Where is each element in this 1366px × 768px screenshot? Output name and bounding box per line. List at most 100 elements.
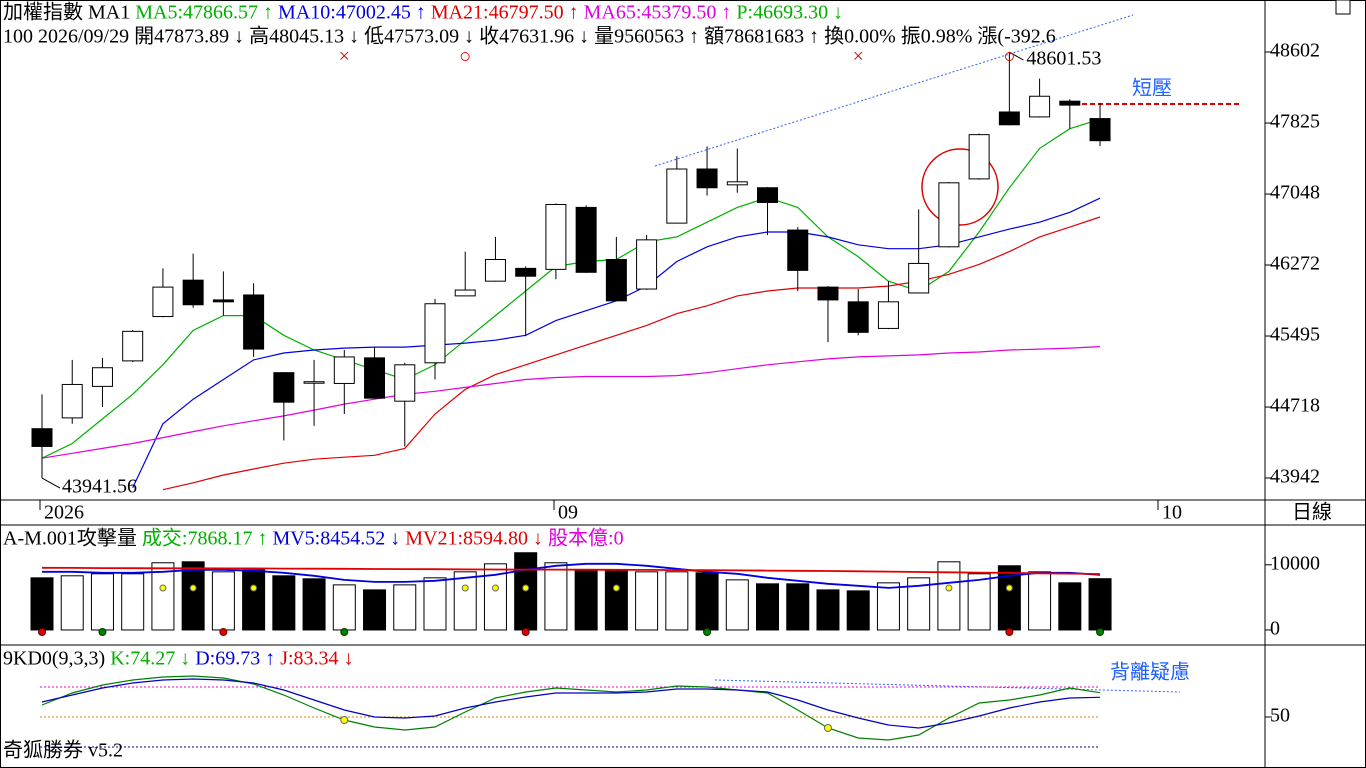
signal: ○ [459, 46, 471, 68]
highlight-circle [921, 148, 999, 226]
leader [41, 477, 61, 489]
y-tick-label: 50 [1270, 705, 1290, 727]
candle-body [726, 181, 748, 186]
candle-body [333, 356, 355, 384]
candle-body [1089, 118, 1111, 142]
candle-body [243, 294, 265, 350]
volume-dot [521, 628, 530, 636]
volume-bar [151, 562, 175, 631]
y-tick-label: 44718 [1270, 395, 1320, 417]
header-item: ↑ [569, 2, 579, 24]
candle-body [152, 286, 174, 318]
volume-bar [272, 575, 296, 631]
volume-bar [635, 571, 659, 631]
line-k [41, 675, 1101, 741]
divergence-line [714, 679, 1181, 693]
candle-body [303, 381, 325, 384]
candle-body [787, 229, 809, 271]
header-item: A-M.001攻擊量 [3, 527, 137, 550]
volume-signal [491, 584, 499, 592]
volume-bar [393, 584, 417, 631]
candle-body [364, 357, 386, 399]
header-item: MA65:45379.50 [584, 2, 717, 24]
candle-body [424, 303, 446, 364]
header-item: ↑ [721, 2, 731, 24]
volume-signal [189, 584, 197, 592]
volume-bar [544, 562, 568, 631]
volume-bar [695, 572, 719, 631]
volume-bar [967, 573, 991, 631]
candle-body [91, 367, 113, 387]
header-item: 加權指數 MA1 [3, 1, 130, 24]
volume-signal [522, 584, 530, 592]
volume-bar [242, 569, 266, 631]
x-tick-label: 2026 [44, 502, 84, 524]
line-ma21 [162, 216, 1101, 491]
volume-bar [1028, 571, 1052, 631]
candle-body [182, 279, 204, 306]
header-item: K:74.27 [110, 648, 175, 670]
volume-bar [665, 571, 689, 631]
header-item: MV5:8454.52 [272, 528, 385, 550]
y-tick-label: 47048 [1270, 182, 1320, 204]
volume-bar [332, 584, 356, 631]
volume-bar [302, 578, 326, 631]
volume-bar [1088, 578, 1112, 631]
candle-body [545, 203, 567, 270]
header-item: ↓ [344, 648, 354, 670]
window-button[interactable] [1335, 0, 1351, 15]
volume-bar [60, 575, 84, 631]
leader [1009, 51, 1024, 61]
y-tick-label: 0 [1270, 618, 1280, 640]
candle-body [636, 239, 658, 290]
volume-bar [181, 561, 205, 631]
volume-dot [98, 628, 107, 636]
header-item: ↓ [833, 2, 843, 24]
candle-body [484, 259, 506, 282]
candle-body [575, 206, 597, 273]
header-item: ↑ [265, 648, 275, 670]
volume-bar [453, 571, 477, 631]
y-tick-label: 43942 [1270, 466, 1320, 488]
candle-body [968, 134, 990, 180]
volume-bar [574, 569, 598, 631]
x-tick-label: 09 [558, 502, 578, 524]
candle-body [273, 372, 295, 403]
volume-signal [945, 584, 953, 592]
candle-body [998, 111, 1020, 126]
header-item: J:83.34 [280, 648, 338, 670]
volume-bar [483, 563, 507, 631]
volume-bar [786, 583, 810, 631]
line-mv5 [42, 562, 1101, 589]
volume-dot [340, 628, 349, 636]
high-label: 48601.53 [1026, 48, 1101, 70]
header-item: ↓ [533, 528, 543, 550]
header-item: P:46693.30 [736, 2, 828, 24]
candle-body [757, 187, 779, 203]
volume-bar [30, 577, 54, 631]
candle-body [122, 330, 144, 362]
app-label: 奇狐勝券 v5.2 [3, 739, 123, 762]
volume-signal [159, 584, 167, 592]
info-line: 100 2026/09/29 開47873.89 ↓ 高48045.13 ↓ 低… [3, 25, 1056, 48]
candle-body [515, 267, 537, 277]
y-tick-label: 46272 [1270, 253, 1320, 275]
header-item: ↓ [390, 528, 400, 550]
volume-dot [38, 628, 46, 636]
candle-body [454, 289, 476, 297]
header-item: ↑ [416, 2, 426, 24]
volume-bar [121, 573, 145, 631]
header-item: ↑ [263, 2, 273, 24]
header-item: ↑ [257, 528, 267, 550]
header-item: 成交:7868.17 [142, 527, 253, 550]
line-d [41, 678, 1101, 729]
kd-signal [823, 724, 832, 732]
candle-body [31, 428, 53, 447]
signal: × [339, 46, 350, 68]
volume-dot [1096, 628, 1105, 636]
volume-bar [816, 589, 840, 631]
candle-body [817, 286, 839, 301]
